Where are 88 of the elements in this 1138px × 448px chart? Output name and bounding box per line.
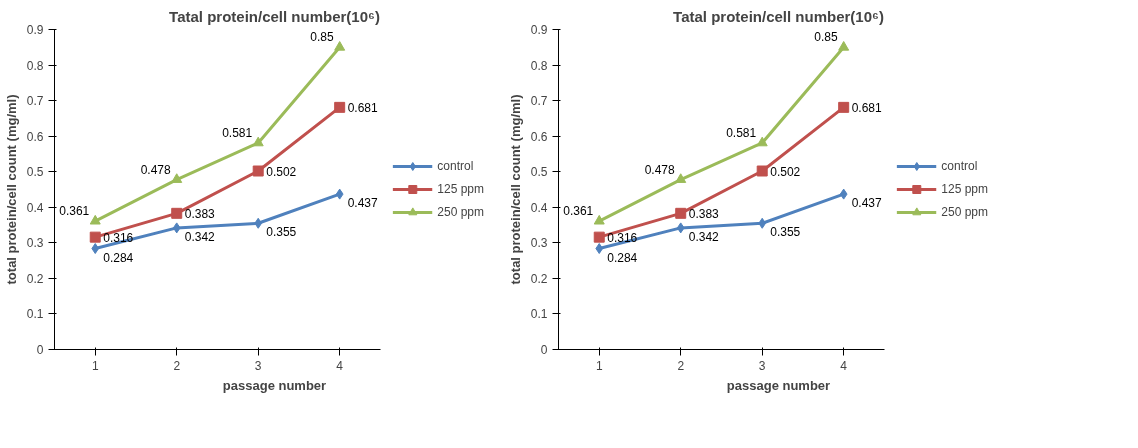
point: [89, 231, 101, 243]
data-label: 0.581: [222, 125, 253, 140]
point: [171, 173, 183, 183]
point: [335, 188, 344, 200]
chart-title: Tatal protein/cell number(10⁶): [169, 7, 380, 25]
y-tick-label: 0.8: [530, 58, 548, 73]
y-tick-label: 0.1: [26, 307, 44, 322]
point: [252, 165, 264, 177]
legend-label: 125 ppm: [437, 182, 484, 196]
y-axis-title: total protein/cell count (mg/ml): [507, 94, 523, 285]
point: [675, 207, 687, 219]
data-label: 0.316: [607, 230, 638, 245]
data-label: 0.502: [770, 164, 801, 179]
y-tick-label: 0.6: [530, 129, 548, 144]
data-label: 0.355: [266, 225, 297, 240]
point: [91, 243, 100, 255]
legend-label: 250 ppm: [437, 205, 484, 219]
point: [595, 243, 604, 255]
x-tick-label: 1: [91, 358, 99, 373]
point: [676, 222, 685, 234]
data-label: 0.85: [310, 30, 335, 45]
point: [172, 222, 181, 234]
point: [89, 214, 101, 225]
legend-label: 125 ppm: [941, 182, 988, 196]
x-tick-label: 4: [336, 358, 344, 373]
point: [593, 231, 605, 243]
data-label: 0.316: [103, 230, 134, 245]
point: [839, 188, 848, 200]
x-axis-title: passage number: [222, 377, 327, 393]
point: [675, 173, 687, 183]
data-label: 0.502: [266, 164, 297, 179]
x-tick-label: 2: [677, 358, 685, 373]
y-tick-label: 0.1: [530, 307, 548, 322]
y-tick-label: 0.4: [530, 200, 548, 215]
y-tick-label: 0.5: [530, 165, 548, 180]
x-tick-label: 3: [758, 358, 766, 373]
data-label: 0.284: [607, 250, 638, 265]
data-label: 0.342: [688, 229, 720, 244]
y-tick-label: 0.2: [26, 271, 44, 286]
point: [593, 214, 605, 225]
point: [254, 217, 263, 229]
y-tick-label: 0.5: [26, 165, 44, 180]
point: [171, 207, 183, 219]
y-tick-label: 0.6: [26, 129, 44, 144]
y-tick-label: 0.3: [26, 236, 44, 251]
y-tick-label: 0: [36, 343, 44, 357]
point: [838, 41, 850, 51]
chart-title: Tatal protein/cell number(10⁶): [673, 7, 884, 25]
x-tick-label: 1: [595, 358, 603, 373]
y-tick-label: 0.3: [530, 236, 548, 251]
y-tick-label: 0.4: [26, 200, 44, 215]
data-label: 0.383: [688, 206, 720, 221]
data-label: 0.361: [563, 204, 594, 219]
legend-label: control: [941, 159, 978, 173]
x-tick-label: 3: [254, 358, 262, 373]
y-tick-label: 0.2: [530, 271, 548, 286]
y-tick-label: 0.8: [26, 58, 44, 73]
point: [334, 101, 346, 113]
x-axis-title: passage number: [726, 377, 831, 393]
data-label: 0.342: [184, 229, 216, 244]
data-label: 0.361: [59, 204, 90, 219]
point: [756, 136, 768, 147]
x-tick-label: 4: [840, 358, 848, 373]
y-tick-label: 0.7: [530, 94, 548, 109]
point: [838, 101, 850, 113]
point: [758, 217, 767, 229]
data-label: 0.437: [347, 196, 379, 211]
data-label: 0.478: [644, 162, 676, 177]
legend-label: 250 ppm: [941, 205, 988, 219]
data-label: 0.85: [814, 30, 839, 45]
y-tick-label: 0: [540, 343, 548, 357]
y-tick-label: 0.7: [26, 94, 44, 109]
legend-label: control: [437, 159, 474, 173]
data-label: 0.355: [770, 225, 801, 240]
point: [756, 165, 768, 177]
point: [334, 41, 346, 51]
y-axis-title: total protein/cell count (mg/ml): [3, 94, 19, 285]
y-tick-label: 0.9: [530, 23, 548, 37]
point: [252, 136, 264, 147]
data-label: 0.581: [726, 125, 757, 140]
data-label: 0.478: [140, 162, 172, 177]
data-label: 0.437: [851, 196, 883, 211]
data-label: 0.681: [851, 100, 883, 115]
data-label: 0.681: [347, 100, 379, 115]
data-label: 0.383: [184, 206, 216, 221]
x-tick-label: 2: [173, 358, 181, 373]
data-label: 0.284: [103, 250, 134, 265]
y-tick-label: 0.9: [26, 23, 44, 37]
